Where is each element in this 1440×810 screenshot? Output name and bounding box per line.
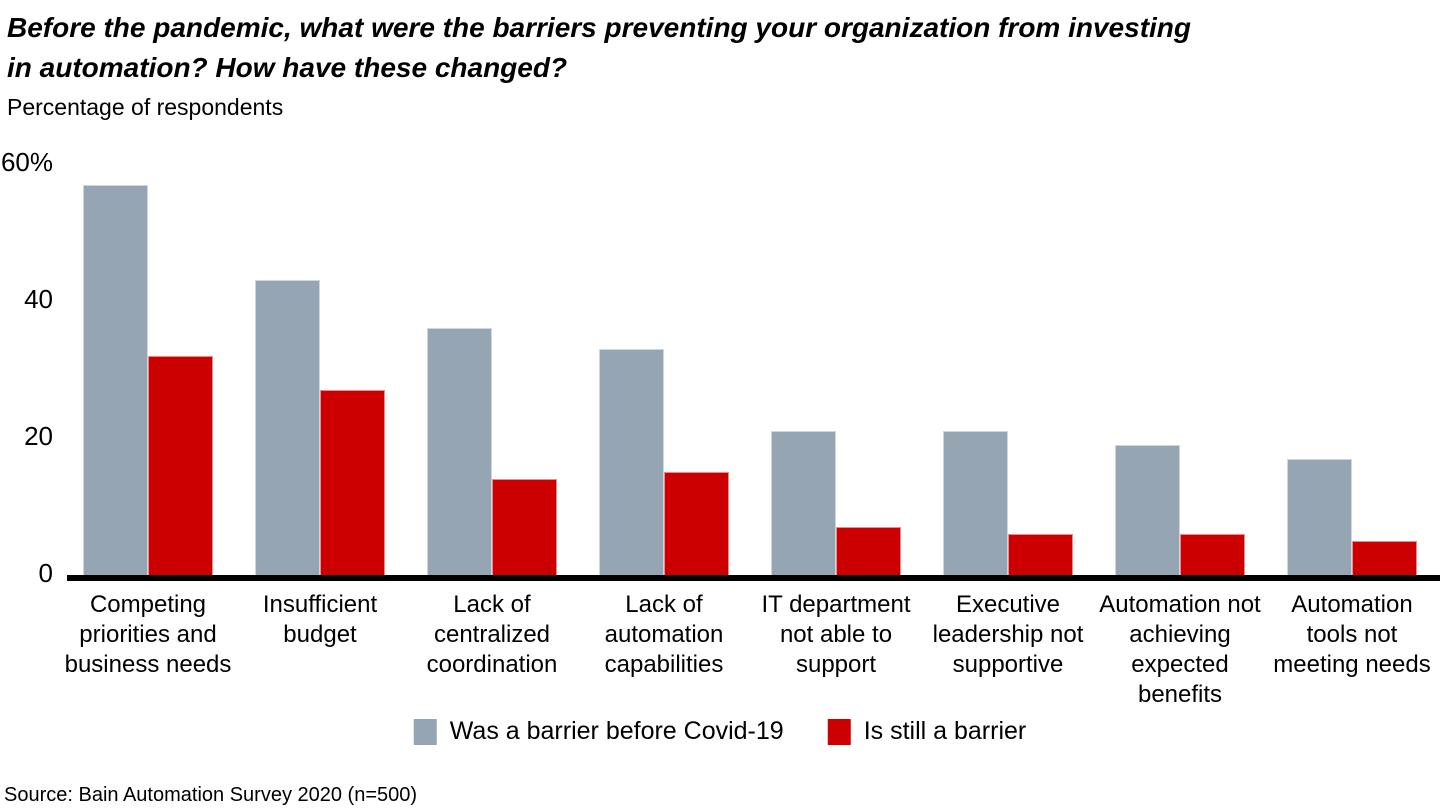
y-axis-tick-label: 60% (0, 147, 53, 177)
legend: Was a barrier before Covid-19 Is still a … (413, 717, 1027, 746)
bar-still-barrier (1008, 534, 1073, 575)
bar-before-covid (427, 328, 492, 575)
bar-before-covid (1115, 445, 1180, 575)
category-label: Lack of automation capabilities (604, 591, 724, 678)
category-label: IT department not able to support (761, 591, 911, 678)
bar-still-barrier (148, 356, 213, 575)
legend-swatch-icon (827, 718, 851, 745)
legend-item: Is still a barrier (827, 717, 1027, 746)
category-label: Lack of centralized coordination (426, 591, 558, 678)
y-axis-tick-label: 40 (24, 284, 53, 314)
bar-still-barrier (1352, 541, 1417, 575)
bar-still-barrier (664, 472, 729, 575)
source-note: Source: Bain Automation Survey 2020 (n=5… (4, 784, 418, 806)
bar-before-covid (83, 185, 148, 575)
category-label: Competing priorities and business needs (64, 591, 232, 678)
category-label: Automation not achieving expected benefi… (1099, 591, 1261, 708)
legend-item: Was a barrier before Covid-19 (413, 717, 784, 746)
bar-still-barrier (1180, 534, 1245, 575)
bar-still-barrier (320, 390, 385, 575)
category-label: Automation tools not meeting needs (1273, 591, 1431, 678)
bar-still-barrier (836, 527, 901, 575)
bar-before-covid (771, 431, 836, 575)
y-axis-unit-label: Percentage of respondents (7, 94, 284, 120)
legend-label: Was a barrier before Covid-19 (449, 717, 784, 745)
category-label: Executive leadership not supportive (932, 591, 1084, 678)
bar-before-covid (1287, 459, 1352, 575)
bar-before-covid (943, 431, 1008, 575)
chart-title-line2: in automation? How have these changed? (7, 52, 568, 83)
y-axis-tick-label: 0 (38, 558, 53, 588)
category-label: Insufficient budget (262, 591, 378, 648)
bar-before-covid (255, 280, 320, 575)
chart-title-line1: Before the pandemic, what were the barri… (7, 12, 1192, 43)
x-axis-line (67, 575, 1440, 581)
legend-label: Is still a barrier (863, 717, 1027, 745)
y-axis-tick-label: 20 (24, 421, 53, 451)
chart-title: Before the pandemic, what were the barri… (7, 8, 1387, 88)
bar-before-covid (599, 349, 664, 575)
legend-swatch-icon (413, 718, 437, 745)
bar-still-barrier (492, 479, 557, 575)
